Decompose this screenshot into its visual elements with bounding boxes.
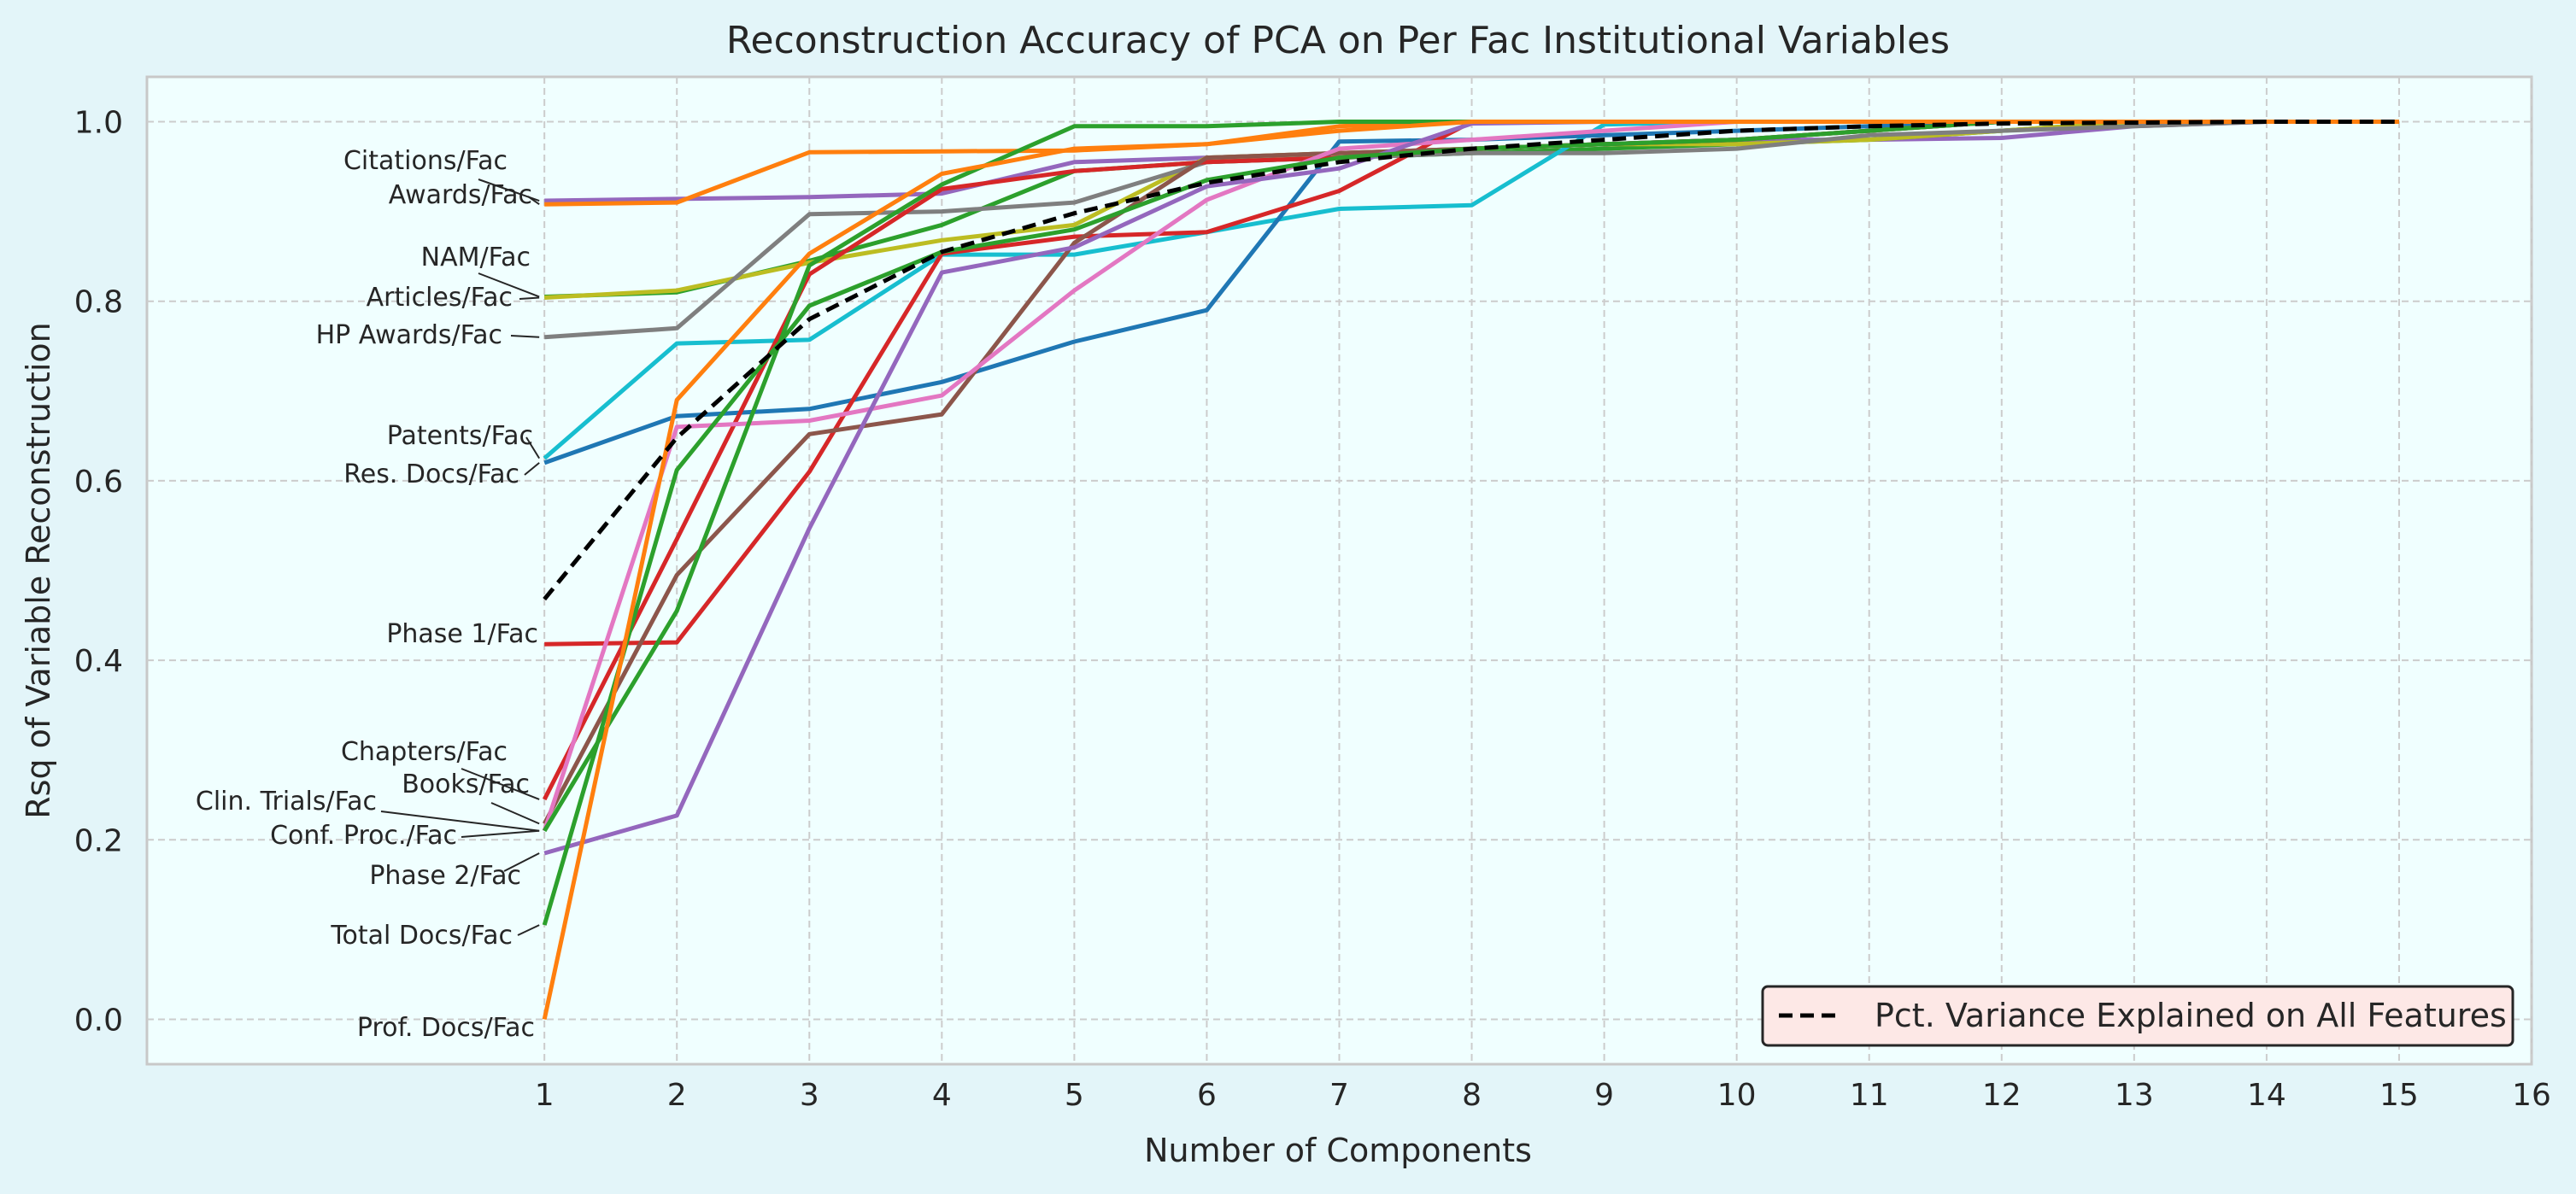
x-tick-label: 8 <box>1462 1078 1482 1113</box>
series-annotation-label: Total Docs/Fac <box>330 921 513 951</box>
series-annotation-label: Clin. Trials/Fac <box>196 787 377 816</box>
grid-lines <box>147 77 2532 1064</box>
x-axis-ticks: 1 2 3 4 5 6 7 8 9 10 11 12 13 14 15 16 <box>535 1078 2551 1113</box>
series-annotation-label: Prof. Docs/Fac <box>357 1013 535 1043</box>
x-tick-label: 15 <box>2379 1078 2419 1113</box>
legend-box <box>1761 985 2514 1047</box>
annotation-leader-line <box>517 924 540 936</box>
annotation-leader-line <box>510 335 540 338</box>
series-annotation-label: Books/Fac <box>402 770 530 799</box>
annotation-leader-line <box>478 272 540 298</box>
series-annotations: Citations/Fac Awards/Fac NAM/Fac Articles/F… <box>196 146 541 1043</box>
annotation-leader-line <box>490 802 540 825</box>
x-tick-label: 6 <box>1197 1078 1217 1113</box>
annotation-leader-line <box>461 768 540 800</box>
annotation-leader-line <box>524 462 540 476</box>
annotation-leader-line <box>503 852 540 872</box>
reference-line <box>543 120 2399 601</box>
x-axis-label: Number of Components <box>1144 1132 1532 1169</box>
x-tick-label: 16 <box>2512 1078 2551 1113</box>
legend: Pct. Variance Explained on All Features <box>1761 985 2514 1047</box>
annotation-leader-line <box>519 296 540 300</box>
series-annotation-label: NAM/Fac <box>421 243 531 272</box>
x-tick-label: 2 <box>667 1078 687 1113</box>
annotation-leader-line <box>525 436 541 459</box>
y-tick-label: 0.6 <box>74 465 123 500</box>
y-tick-label: 0.4 <box>74 644 123 679</box>
y-tick-label: 1.0 <box>74 106 123 141</box>
chart-title: Reconstruction Accuracy of PCA on Per Fa… <box>726 19 1950 62</box>
x-tick-label: 3 <box>800 1078 819 1113</box>
y-axis-ticks: 0.0 0.2 0.4 0.6 0.8 1.0 <box>74 106 123 1039</box>
series-annotation-label: Chapters/Fac <box>341 737 508 767</box>
series-line <box>544 120 2399 340</box>
series-annotation-label: Patents/Fac <box>387 421 533 451</box>
x-tick-label: 1 <box>535 1078 555 1113</box>
x-tick-label: 13 <box>2115 1078 2154 1113</box>
y-tick-label: 0.8 <box>74 285 123 320</box>
series-annotation-label: Citations/Fac <box>343 146 508 176</box>
series-annotation-label: HP Awards/Fac <box>316 320 502 350</box>
x-tick-label: 11 <box>1850 1078 1889 1113</box>
x-tick-label: 5 <box>1065 1078 1084 1113</box>
legend-reference-label: Pct. Variance Explained on All Features <box>1875 997 2507 1034</box>
x-tick-label: 7 <box>1329 1078 1349 1113</box>
x-tick-label: 12 <box>1982 1078 2021 1113</box>
annotation-leader-line <box>380 811 540 832</box>
y-tick-label: 0.0 <box>74 1003 123 1038</box>
series-annotation-label: Phase 2/Fac <box>369 861 521 891</box>
y-axis-label: Rsq of Variable Reconstruction <box>20 322 57 818</box>
x-tick-label: 4 <box>932 1078 952 1113</box>
series-lines <box>542 120 2399 1021</box>
series-annotation-label: Phase 1/Fac <box>386 619 538 649</box>
series-annotation-label: Res. Docs/Fac <box>343 459 519 489</box>
series-annotation-label: Conf. Proc./Fac <box>270 821 457 851</box>
annotation-leader-line <box>527 196 540 206</box>
y-tick-label: 0.2 <box>74 823 123 858</box>
series-annotation-label: Awards/Fac <box>389 180 532 210</box>
x-tick-label: 10 <box>1717 1078 1757 1113</box>
annotation-leader-line <box>461 829 540 838</box>
x-tick-label: 9 <box>1594 1078 1614 1113</box>
x-tick-label: 14 <box>2247 1078 2286 1113</box>
series-annotation-label: Articles/Fac <box>367 283 513 313</box>
